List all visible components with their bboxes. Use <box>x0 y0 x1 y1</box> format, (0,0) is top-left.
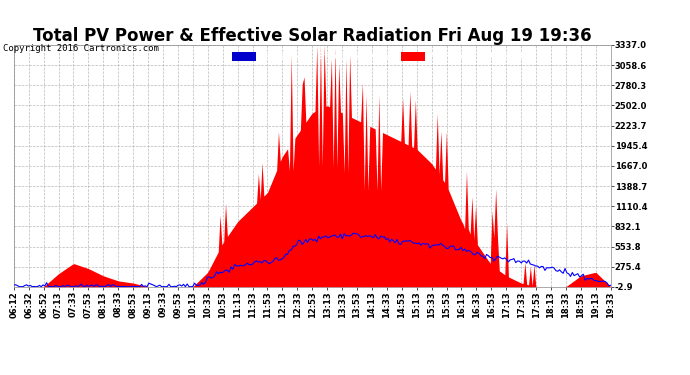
Text: Copyright 2016 Cartronics.com: Copyright 2016 Cartronics.com <box>3 44 159 52</box>
Title: Total PV Power & Effective Solar Radiation Fri Aug 19 19:36: Total PV Power & Effective Solar Radiati… <box>33 27 591 45</box>
Legend: Radiation (Effective w/m2), PV Panels (DC Watts): Radiation (Effective w/m2), PV Panels (D… <box>230 50 538 63</box>
